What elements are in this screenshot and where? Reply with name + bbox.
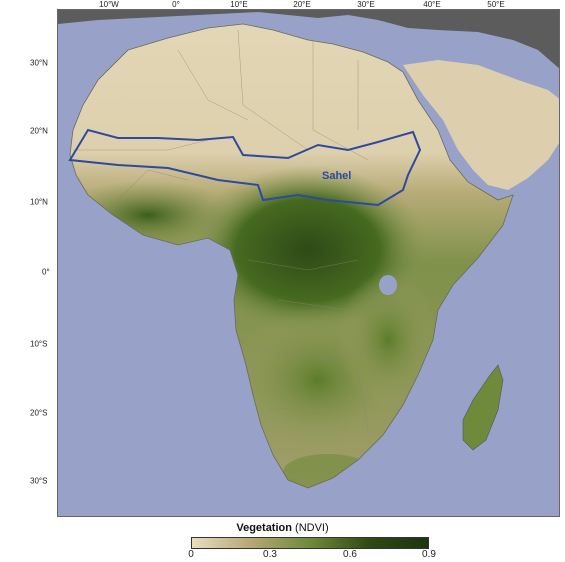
- lake-victoria: [379, 275, 397, 295]
- lon-label-40e: 40°E: [423, 0, 441, 9]
- legend-tick-0: 0: [188, 549, 194, 560]
- legend-title: Vegetation (NDVI): [0, 522, 565, 534]
- lon-label-50e: 50°E: [487, 0, 505, 9]
- sahel-boundary: [68, 128, 422, 207]
- lat-label-10s: 10°S: [30, 339, 48, 349]
- arabian-peninsula: [403, 60, 559, 190]
- lon-label-30e: 30°E: [357, 0, 375, 9]
- lon-label-10w: 10°W: [99, 0, 119, 9]
- legend-color-bar: [191, 537, 429, 549]
- legend-title-main: Vegetation: [236, 522, 292, 534]
- legend-tick-0-6: 0.6: [343, 549, 357, 560]
- lat-label-0: 0°: [42, 267, 50, 277]
- lat-label-10n: 10°N: [30, 197, 48, 207]
- lat-label-20s: 20°S: [30, 408, 48, 418]
- lat-label-30n: 30°N: [30, 58, 48, 68]
- lon-label-10e: 10°E: [230, 0, 248, 9]
- legend-tick-0-9: 0.9: [422, 549, 436, 560]
- africa-coastline: [69, 23, 514, 489]
- sahel-label: Sahel: [322, 170, 352, 182]
- lat-label-20n: 20°N: [30, 126, 48, 136]
- europe-landmass: [58, 10, 559, 69]
- vegetation-map: [58, 10, 559, 516]
- lon-label-0: 0°: [172, 0, 180, 9]
- map-frame: [57, 9, 560, 517]
- madagascar: [462, 364, 504, 451]
- lat-label-30s: 30°S: [30, 476, 48, 486]
- legend-title-unit: (NDVI): [291, 522, 329, 534]
- lon-label-20e: 20°E: [293, 0, 311, 9]
- legend-tick-0-3: 0.3: [263, 549, 277, 560]
